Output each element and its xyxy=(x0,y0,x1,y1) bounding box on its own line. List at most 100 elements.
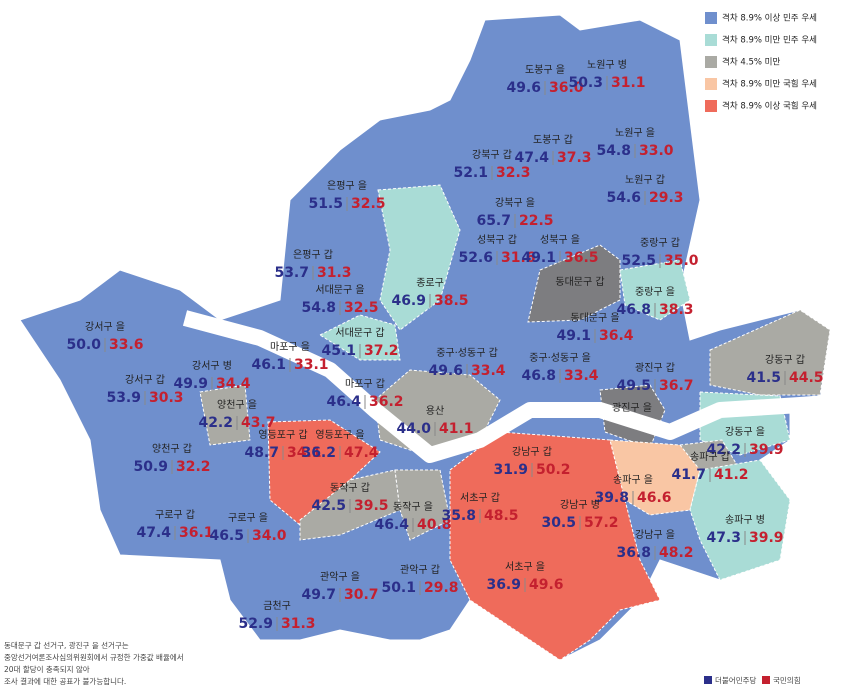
ppp-share: 30.7 xyxy=(344,587,379,603)
dem-share: 45.1 xyxy=(321,343,356,359)
dem-share: 36.2 xyxy=(301,445,336,461)
district-name: 노원구 갑 xyxy=(625,174,665,186)
legend-label: 격차 8.9% 미만 민주 우세 xyxy=(722,35,817,46)
ppp-share: 50.2 xyxy=(536,462,571,478)
ppp-share: 36.0 xyxy=(549,80,584,96)
legend-label: 격차 8.9% 이상 민주 우세 xyxy=(722,13,817,24)
ppp-share: 33.4 xyxy=(564,368,599,384)
ppp-share: 32.3 xyxy=(496,165,531,181)
district-area xyxy=(527,244,621,323)
district-name: 동대문구 갑 xyxy=(555,276,604,288)
dem-share: 49.1 xyxy=(556,328,591,344)
district-name: 서초구 을 xyxy=(505,561,545,573)
district-name: 서대문구 갑 xyxy=(335,327,384,339)
ppp-share: 47.4 xyxy=(344,445,379,461)
party-label: 더불어민주당 xyxy=(715,675,756,685)
legend-label: 격차 8.9% 미만 국힘 우세 xyxy=(722,79,817,90)
dem-share: 47.4 xyxy=(136,525,171,541)
dem-share: 36.8 xyxy=(616,545,651,561)
dem-share: 46.4 xyxy=(326,394,361,410)
ppp-share: 34.0 xyxy=(252,528,287,544)
dem-share: 46.1 xyxy=(251,357,286,373)
dem-share: 52.5 xyxy=(621,253,656,269)
district-area xyxy=(377,184,461,331)
ppp-share: 32.5 xyxy=(344,300,379,316)
ppp-share: 29.8 xyxy=(424,580,459,596)
dem-share: 47.4 xyxy=(514,150,549,166)
district-name: 광진구 을 xyxy=(612,402,652,414)
legend-swatch xyxy=(705,12,717,24)
district-name: 은평구 을 xyxy=(327,180,367,192)
district-name: 중구·성동구 갑 xyxy=(436,347,498,359)
district-name: 강서구 을 xyxy=(85,321,125,333)
dem-share: 41.7 xyxy=(671,467,706,483)
dem-share: 30.5 xyxy=(541,515,576,531)
dem-share: 35.8 xyxy=(441,508,476,524)
dem-share: 52.6 xyxy=(458,250,493,266)
district-name: 송파구 병 xyxy=(725,514,765,526)
dem-share: 50.1 xyxy=(381,580,416,596)
ppp-share: 33.4 xyxy=(471,363,506,379)
ppp-share: 39.9 xyxy=(749,530,784,546)
district-name: 영등포구 을 xyxy=(315,429,364,441)
ppp-share: 36.4 xyxy=(599,328,634,344)
ppp-share: 34.4 xyxy=(216,376,251,392)
district-area xyxy=(689,459,791,581)
dem-share: 50.9 xyxy=(133,459,168,475)
dem-share: 49.6 xyxy=(506,80,541,96)
dem-share: 46.8 xyxy=(616,302,651,318)
district-name: 노원구 병 xyxy=(587,59,627,71)
party-swatch xyxy=(704,676,712,684)
dem-share: 49.9 xyxy=(173,376,208,392)
footnote: 20대 할당이 충족되지 않아 xyxy=(4,664,90,674)
ppp-share: 43.7 xyxy=(241,415,276,431)
district-name: 강남구 갑 xyxy=(512,446,552,458)
ppp-share: 39.5 xyxy=(354,498,389,514)
district-name: 양천구 을 xyxy=(217,399,257,411)
dem-share: 46.8 xyxy=(521,368,556,384)
ppp-share: 31.1 xyxy=(611,75,646,91)
district-name: 송파구 갑 xyxy=(690,451,730,463)
dem-share: 42.5 xyxy=(311,498,346,514)
ppp-share: 31.3 xyxy=(317,265,352,281)
ppp-share: 49.6 xyxy=(529,577,564,593)
district-name: 마포구 갑 xyxy=(345,378,385,390)
ppp-share: 31.3 xyxy=(281,616,316,632)
dem-share: 51.5 xyxy=(308,196,343,212)
district-name: 종로구 xyxy=(416,277,444,289)
dem-share: 54.8 xyxy=(301,300,336,316)
district-name: 영등포구 갑 xyxy=(258,429,307,441)
footnote: 중앙선거여론조사심의위원회에서 규정한 가중값 배율에서 xyxy=(4,652,184,662)
legend-swatch xyxy=(705,56,717,68)
dem-share: 65.7 xyxy=(476,213,511,229)
district-name: 용산 xyxy=(426,405,444,417)
dem-share: 46.4 xyxy=(374,517,409,533)
dem-share: 39.8 xyxy=(594,490,629,506)
dem-share: 54.6 xyxy=(606,190,641,206)
ppp-share: 36.7 xyxy=(659,378,694,394)
district-name: 강서구 병 xyxy=(192,360,232,372)
dem-share: 54.8 xyxy=(596,143,631,159)
ppp-share: 37.3 xyxy=(557,150,592,166)
district-name: 강동구 을 xyxy=(725,426,765,438)
district-name: 성북구 갑 xyxy=(477,234,517,246)
district-name: 서초구 갑 xyxy=(460,492,500,504)
district-name: 도봉구 갑 xyxy=(533,134,573,146)
legend-swatch xyxy=(705,78,717,90)
district-name: 마포구 을 xyxy=(270,341,310,353)
ppp-share: 36.2 xyxy=(369,394,404,410)
party-swatch xyxy=(762,676,770,684)
dem-share: 42.2 xyxy=(198,415,233,431)
dem-share: 36.9 xyxy=(486,577,521,593)
ppp-share: 36.1 xyxy=(179,525,214,541)
district-area xyxy=(394,469,451,541)
district-name: 양천구 갑 xyxy=(152,443,192,455)
ppp-share: 38.3 xyxy=(659,302,694,318)
district-name: 관악구 갑 xyxy=(400,564,440,576)
river xyxy=(182,310,841,463)
district-name: 강남구 을 xyxy=(635,529,675,541)
dem-share: 48.7 xyxy=(244,445,279,461)
district-name: 구로구 갑 xyxy=(155,509,195,521)
ppp-share: 29.3 xyxy=(649,190,684,206)
district-name: 광진구 갑 xyxy=(635,362,675,374)
